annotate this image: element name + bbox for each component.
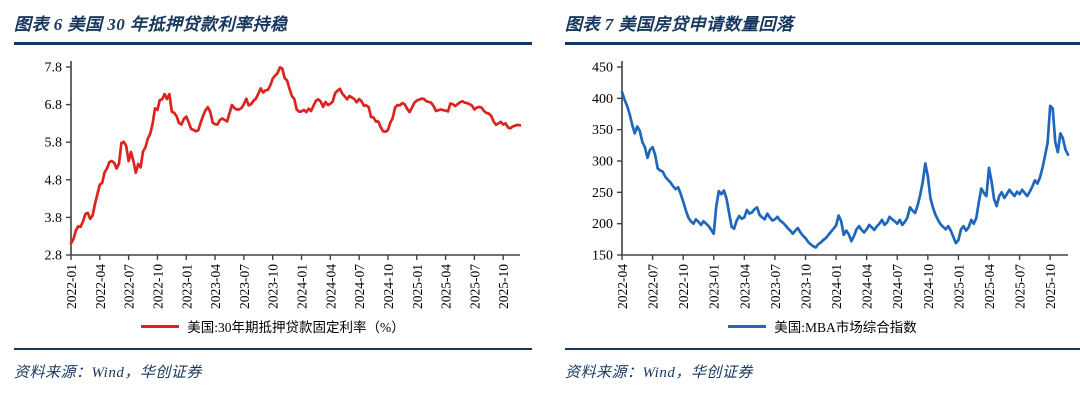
- svg-text:2023-01: 2023-01: [179, 264, 194, 309]
- line-chart-30y-mortgage-rate: 2.8 3.8 4.8 5.8 6.8 7.8 2022-01 2022-04 2022-07 2…: [45, 61, 522, 309]
- svg-text:2024-07: 2024-07: [352, 264, 367, 309]
- figure-title: 图表 6 美国 30 年抵押贷款利率持稳: [14, 15, 288, 34]
- legend-label: 美国:30年期抵押贷款固定利率（%）: [187, 320, 405, 335]
- svg-text:2025-04: 2025-04: [982, 264, 997, 309]
- legend-line-marker: [728, 324, 767, 328]
- svg-text:2022-10: 2022-10: [150, 264, 165, 309]
- svg-text:2023-01: 2023-01: [707, 264, 722, 309]
- legend: 美国:30年期抵押贷款固定利率（%）: [14, 317, 532, 335]
- svg-text:450: 450: [592, 61, 613, 76]
- figure-panel-mortgage-rate: 图表 6 美国 30 年抵押贷款利率持稳 2.8 3.8 4.8 5.8 6.8 7.8 2…: [14, 10, 532, 382]
- source-divider: [14, 348, 532, 350]
- svg-text:2022-10: 2022-10: [676, 264, 691, 309]
- svg-text:2024-10: 2024-10: [921, 264, 936, 309]
- svg-text:2025-10: 2025-10: [496, 264, 511, 309]
- svg-text:5.8: 5.8: [45, 136, 63, 151]
- line-chart-mba-composite-index: 150 200 250 300 350 400 450 2022-04 2022-07 2022-…: [592, 61, 1070, 309]
- svg-text:2025-01: 2025-01: [951, 264, 966, 309]
- svg-text:6.8: 6.8: [45, 98, 63, 113]
- svg-text:2023-07: 2023-07: [237, 264, 252, 309]
- svg-text:2023-10: 2023-10: [798, 264, 813, 309]
- svg-text:2024-07: 2024-07: [890, 264, 905, 309]
- svg-text:2023-04: 2023-04: [208, 264, 223, 309]
- svg-text:2023-10: 2023-10: [266, 264, 281, 309]
- svg-text:2024-04: 2024-04: [860, 264, 875, 309]
- svg-text:350: 350: [592, 123, 613, 138]
- svg-text:2023-04: 2023-04: [737, 264, 752, 309]
- svg-text:2024-04: 2024-04: [323, 264, 338, 309]
- legend: 美国:MBA市场综合指数: [565, 317, 1080, 335]
- title-divider: [565, 42, 1080, 45]
- svg-text:150: 150: [592, 249, 613, 264]
- legend-line-marker: [141, 324, 180, 328]
- svg-text:250: 250: [592, 186, 613, 201]
- svg-text:2022-07: 2022-07: [122, 264, 137, 309]
- svg-text:2025-04: 2025-04: [439, 264, 454, 309]
- svg-text:7.8: 7.8: [45, 61, 63, 76]
- svg-text:2022-01: 2022-01: [64, 264, 79, 309]
- svg-text:2024-01: 2024-01: [295, 264, 310, 309]
- svg-text:2025-10: 2025-10: [1043, 264, 1058, 309]
- figure-title: 图表 7 美国房贷申请数量回落: [565, 15, 794, 34]
- svg-text:3.8: 3.8: [45, 211, 63, 226]
- svg-text:2024-10: 2024-10: [381, 264, 396, 309]
- svg-text:4.8: 4.8: [45, 173, 63, 188]
- source-divider: [565, 348, 1080, 350]
- svg-text:2024-01: 2024-01: [829, 264, 844, 309]
- svg-text:2025-07: 2025-07: [467, 264, 482, 309]
- source-text: 资料来源：Wind，华创证券: [565, 365, 753, 381]
- source-text: 资料来源：Wind，华创证券: [14, 365, 202, 381]
- svg-text:2.8: 2.8: [45, 249, 63, 264]
- title-divider: [14, 42, 532, 45]
- legend-label: 美国:MBA市场综合指数: [774, 320, 917, 335]
- svg-text:2025-01: 2025-01: [410, 264, 425, 309]
- figure-panel-mba-index: 图表 7 美国房贷申请数量回落 150 200 250 300 350 400 450 202…: [565, 10, 1080, 382]
- svg-text:2022-04: 2022-04: [615, 264, 630, 309]
- svg-text:2025-07: 2025-07: [1013, 264, 1028, 309]
- svg-text:2022-07: 2022-07: [646, 264, 661, 309]
- svg-text:200: 200: [592, 217, 613, 232]
- svg-text:2023-07: 2023-07: [768, 264, 783, 309]
- svg-text:2022-04: 2022-04: [93, 264, 108, 309]
- svg-text:400: 400: [592, 92, 613, 107]
- svg-text:300: 300: [592, 155, 613, 170]
